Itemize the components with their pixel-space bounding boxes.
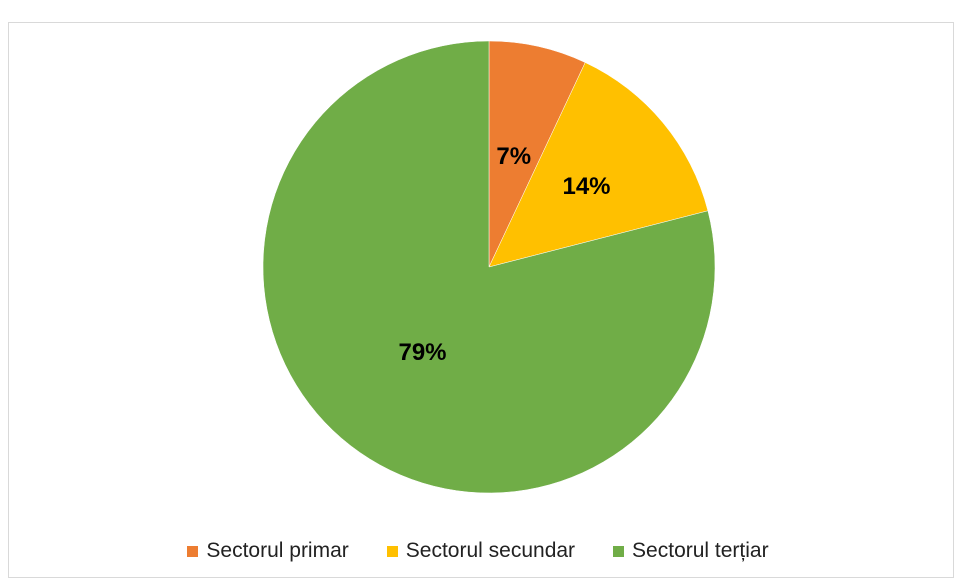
pie-data-label-2: 14% bbox=[562, 173, 610, 200]
pie-data-labels: 7% 14% 79% bbox=[398, 143, 610, 366]
pie-data-label-1: 7% bbox=[496, 143, 531, 170]
legend-item-tertiar: Sectorul terțiar bbox=[613, 539, 769, 563]
legend-label-primar: Sectorul primar bbox=[206, 539, 349, 562]
legend-item-primar: Sectorul primar bbox=[187, 539, 349, 563]
legend-swatch-tertiar bbox=[613, 545, 625, 557]
legend-label-tertiar: Sectorul terțiar bbox=[632, 539, 769, 562]
pie-data-label-3: 79% bbox=[398, 339, 446, 366]
legend: Sectorul primar Sectorul secundar Sector… bbox=[0, 538, 956, 564]
legend-swatch-primar bbox=[187, 545, 199, 557]
legend-swatch-secundar bbox=[386, 545, 398, 557]
top-strip bbox=[0, 0, 956, 22]
legend-item-secundar: Sectorul secundar bbox=[386, 539, 576, 563]
pie-slice-3 bbox=[262, 40, 716, 494]
legend-label-secundar: Sectorul secundar bbox=[405, 539, 576, 562]
pie-slices bbox=[262, 40, 716, 494]
pie-slice-2 bbox=[488, 62, 709, 268]
